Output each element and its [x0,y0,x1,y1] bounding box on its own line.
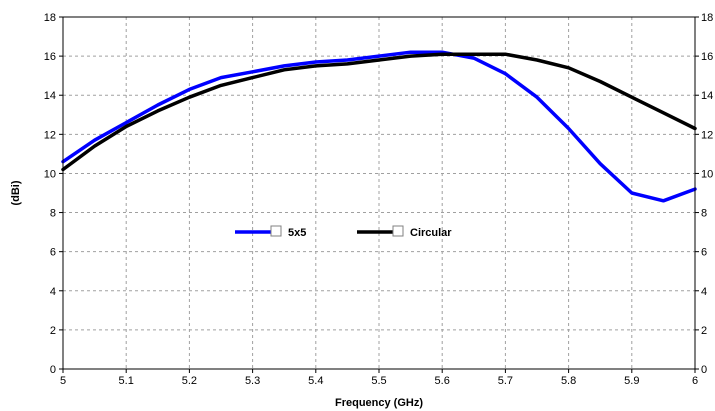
right-y-tick-label: 0 [701,364,707,376]
right-y-tick-label: 2 [701,325,707,337]
right-y-tick-label: 12 [701,129,713,141]
y-tick-label: 6 [50,247,56,259]
x-tick-label: 5.5 [371,375,386,387]
legend-box-5x5 [270,225,282,237]
x-tick-label: 5.3 [245,375,260,387]
x-tick-label: 5.8 [561,375,576,387]
y-tick-label: 8 [50,208,56,220]
y-tick-label: 16 [44,51,56,63]
right-y-tick-label: 4 [701,286,707,298]
right-y-tick-label: 18 [701,12,713,24]
legend-label-circular: Circular [410,227,452,239]
y-tick-label: 18 [44,12,56,24]
legend-label-5x5: 5x5 [288,227,306,239]
x-tick-label: 5.1 [119,375,134,387]
right-y-tick-label: 16 [701,51,713,63]
y-tick-label: 2 [50,325,56,337]
axes: 5 5.1 5.2 5.3 5.4 5.5 5.6 5.7 5.8 5.9 60 02 24 46 68 81… [44,12,714,387]
x-axis-label: Frequency (GHz) [335,397,423,409]
y-tick-label: 14 [44,90,56,102]
y-tick-label: 4 [50,286,56,298]
x-tick-label: 6 [692,375,698,387]
x-tick-label: 5.4 [308,375,323,387]
right-y-tick-label: 14 [701,90,713,102]
series-line-5x5 [61,50,697,203]
series-line-circular [61,52,697,172]
y-tick-label: 10 [44,168,56,180]
x-tick-label: 5.6 [435,375,450,387]
y-tick-label: 0 [50,364,56,376]
series-layer [61,50,697,203]
y-tick-label: 12 [44,129,56,141]
y-axis-label: (dBi) [10,180,22,205]
x-tick-label: 5.9 [624,375,639,387]
x-tick-label: 5.2 [182,375,197,387]
right-y-tick-label: 8 [701,208,707,220]
right-y-tick-label: 6 [701,247,707,259]
legend-box-circular [392,225,404,237]
right-y-tick-label: 10 [701,168,713,180]
x-tick-label: 5.7 [498,375,513,387]
legend: 5x5 Circular [235,225,452,239]
x-tick-label: 5 [60,375,66,387]
